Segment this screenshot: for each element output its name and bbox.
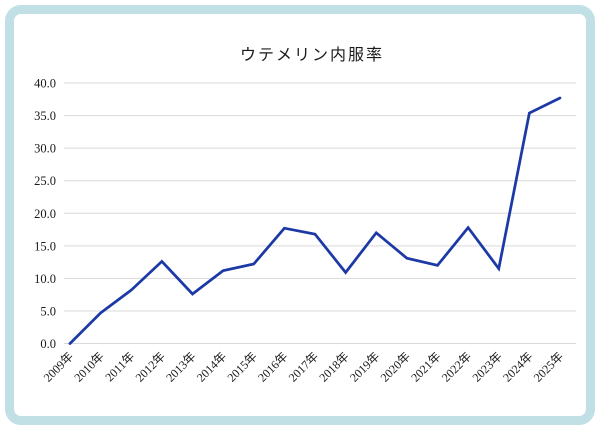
x-axis-tick-label: 2014年 — [194, 349, 229, 384]
x-axis-tick-label: 2009年 — [41, 349, 76, 384]
y-axis-tick-label: 35.0 — [34, 109, 56, 123]
x-axis-tick-label: 2025年 — [531, 349, 566, 384]
x-axis-tick-label: 2016年 — [255, 349, 290, 384]
y-axis-tick-label: 10.0 — [34, 272, 56, 286]
y-axis-tick-label: 15.0 — [34, 239, 56, 253]
x-axis-tick-label: 2021年 — [408, 349, 443, 384]
x-axis-tick-label: 2012年 — [133, 349, 168, 384]
data-line — [68, 96, 562, 345]
x-axis-tick-label: 2013年 — [163, 349, 198, 384]
x-axis-tick-label: 2022年 — [439, 349, 474, 384]
x-axis-tick-label: 2010年 — [71, 349, 106, 384]
y-axis-tick-label: 0.0 — [40, 337, 56, 351]
x-axis-tick-label: 2018年 — [316, 349, 351, 384]
y-axis-tick-label: 5.0 — [40, 304, 56, 318]
x-axis-tick-label: 2023年 — [470, 349, 505, 384]
y-axis-tick-label: 20.0 — [34, 207, 56, 221]
chart-title: ウテメリン内服率 — [239, 47, 384, 64]
x-axis-tick-label: 2024年 — [500, 349, 535, 384]
y-axis-tick-label: 25.0 — [34, 174, 56, 188]
y-axis-tick-label: 30.0 — [34, 142, 56, 156]
x-axis-tick-label: 2017年 — [286, 349, 321, 384]
x-axis-tick-label: 2020年 — [378, 349, 413, 384]
x-axis-tick-label: 2011年 — [102, 349, 137, 384]
x-axis-tick-label: 2019年 — [347, 349, 382, 384]
chart-frame — [5, 5, 595, 425]
x-axis-tick-label: 2015年 — [225, 349, 260, 384]
y-axis-tick-label: 40.0 — [34, 77, 56, 91]
